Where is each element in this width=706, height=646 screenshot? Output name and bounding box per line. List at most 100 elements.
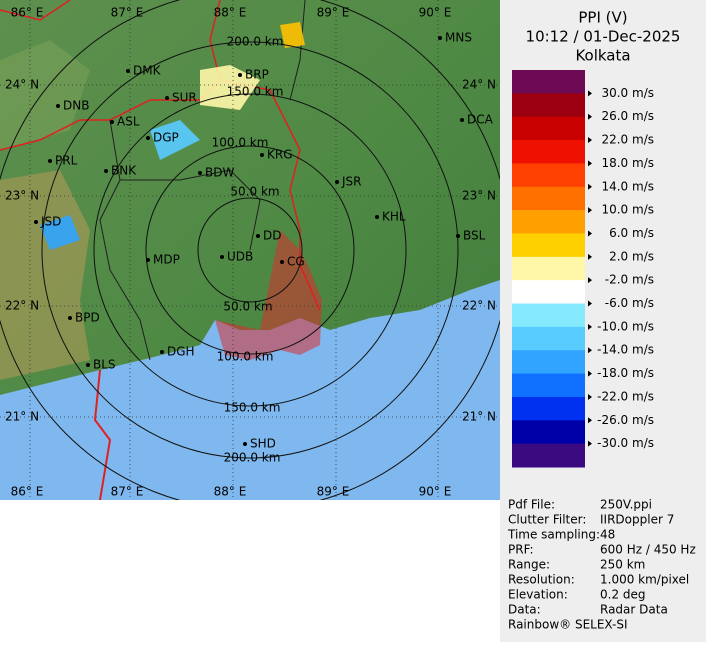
city-label: DMK <box>133 64 162 78</box>
legend-label: 26.0 m/s <box>601 109 654 123</box>
legend-tick <box>588 393 592 400</box>
legend-swatch <box>512 70 585 94</box>
legend-label: 2.0 m/s <box>609 249 654 263</box>
city-label: JSD <box>40 215 61 229</box>
lon-label: 90° E <box>419 6 452 20</box>
range-label: 50.0 km <box>223 300 272 314</box>
city-dot <box>198 171 202 175</box>
legend-tick <box>588 417 592 424</box>
info-key: Resolution: <box>508 573 575 587</box>
legend-label: -22.0 m/s <box>597 389 654 403</box>
title: PPI (V) <box>578 9 627 27</box>
range-label: 150.0 km <box>227 85 284 99</box>
info-key: Clutter Filter: <box>508 513 586 527</box>
city-label: SUR <box>172 91 197 105</box>
legend-tick <box>588 137 592 144</box>
city-label: UDB <box>227 250 253 264</box>
city-dot <box>260 153 264 157</box>
legend-tick <box>588 370 592 377</box>
legend-tick <box>588 90 592 97</box>
legend-swatch <box>512 163 585 188</box>
city-dot <box>165 96 169 100</box>
city-label: BRP <box>245 68 269 82</box>
city-label: SHD <box>250 437 276 451</box>
city-label: DNB <box>63 99 89 113</box>
map <box>0 0 500 500</box>
city-dot <box>375 215 379 219</box>
legend-label: -6.0 m/s <box>605 296 654 310</box>
legend-tick <box>588 440 592 447</box>
legend-label: 10.0 m/s <box>601 203 654 217</box>
city-dot <box>110 120 114 124</box>
lon-label: 87° E <box>111 485 144 499</box>
info-value: 1.000 km/pixel <box>600 573 689 587</box>
legend-swatch <box>512 256 585 281</box>
legend-swatch <box>512 396 585 421</box>
range-label: 100.0 km <box>212 136 269 150</box>
lon-label: 88° E <box>214 6 247 20</box>
info-value: 0.2 deg <box>600 588 646 602</box>
city-dot <box>146 258 150 262</box>
city-label: BPD <box>75 311 100 325</box>
legend-swatch <box>512 233 585 258</box>
range-label: 100.0 km <box>217 350 274 364</box>
info-value: 250 km <box>600 558 645 572</box>
city-label: KHL <box>382 210 406 224</box>
city-dot <box>280 260 284 264</box>
city-dot <box>126 69 130 73</box>
range-label: 150.0 km <box>224 401 281 415</box>
lat-label: 24° N <box>5 78 39 92</box>
legend-label: -18.0 m/s <box>597 366 654 380</box>
city-label: CG <box>287 255 305 269</box>
legend-label: 18.0 m/s <box>601 156 654 170</box>
legend-swatch <box>512 93 585 118</box>
legend-label: 30.0 m/s <box>601 86 654 100</box>
legend-swatch <box>512 140 585 164</box>
lon-label: 90° E <box>419 485 452 499</box>
info-key: PRF: <box>508 543 534 557</box>
city-label: ASL <box>117 115 140 129</box>
city-label: DGP <box>153 131 179 145</box>
info-value: Radar Data <box>600 603 668 617</box>
lat-label: 22° N <box>462 299 496 313</box>
lat-label: 23° N <box>462 189 496 203</box>
site: Kolkata <box>575 47 630 65</box>
lat-label: 22° N <box>5 299 39 313</box>
legend-label: -2.0 m/s <box>605 273 654 287</box>
legend-swatch <box>512 443 585 468</box>
info-value: 48 <box>600 528 615 542</box>
legend-label: 14.0 m/s <box>601 179 654 193</box>
city-label: PRL <box>55 154 78 168</box>
city-label: BLS <box>93 358 116 372</box>
legend-swatch <box>512 326 585 351</box>
range-ring <box>197 197 303 303</box>
legend-tick <box>588 160 592 167</box>
info-value: IIRDoppler 7 <box>600 513 674 527</box>
lat-label: 21° N <box>5 410 39 424</box>
legend-swatch <box>512 420 585 445</box>
city-label: DGH <box>167 345 195 359</box>
legend-tick <box>588 300 592 307</box>
range-ring <box>93 93 407 407</box>
lon-label: 86° E <box>11 485 44 499</box>
legend-label: 6.0 m/s <box>609 226 654 240</box>
legend-label: -26.0 m/s <box>597 413 654 427</box>
city-dot <box>86 363 90 367</box>
city-dot <box>456 234 460 238</box>
city-dot <box>335 180 339 184</box>
city-dot <box>68 316 72 320</box>
range-ring <box>41 41 459 459</box>
city-dot <box>146 136 150 140</box>
legend-swatch <box>512 186 585 211</box>
range-label: 50.0 km <box>230 185 279 199</box>
city-label: BDW <box>205 166 234 180</box>
legend-tick <box>588 277 592 284</box>
legend-tick <box>588 230 592 237</box>
lon-label: 89° E <box>317 6 350 20</box>
city-label: DCA <box>467 113 494 127</box>
lon-label: 86° E <box>11 6 44 20</box>
legend-tick <box>588 113 592 120</box>
city-label: BNK <box>111 164 137 178</box>
city-dot <box>256 234 260 238</box>
